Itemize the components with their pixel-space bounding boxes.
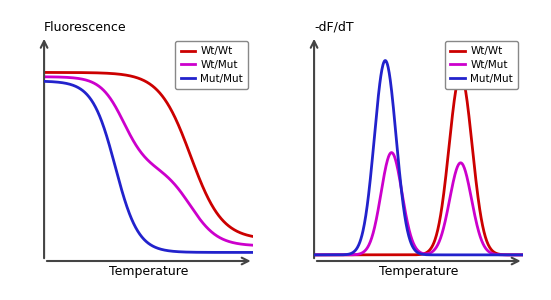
X-axis label: Temperature: Temperature	[379, 265, 458, 278]
Legend: Wt/Wt, Wt/Mut, Mut/Mut: Wt/Wt, Wt/Mut, Mut/Mut	[445, 41, 518, 89]
Text: -dF/dT: -dF/dT	[314, 21, 354, 34]
X-axis label: Temperature: Temperature	[109, 265, 188, 278]
Legend: Wt/Wt, Wt/Mut, Mut/Mut: Wt/Wt, Wt/Mut, Mut/Mut	[175, 41, 249, 89]
Text: Fluorescence: Fluorescence	[44, 21, 127, 34]
